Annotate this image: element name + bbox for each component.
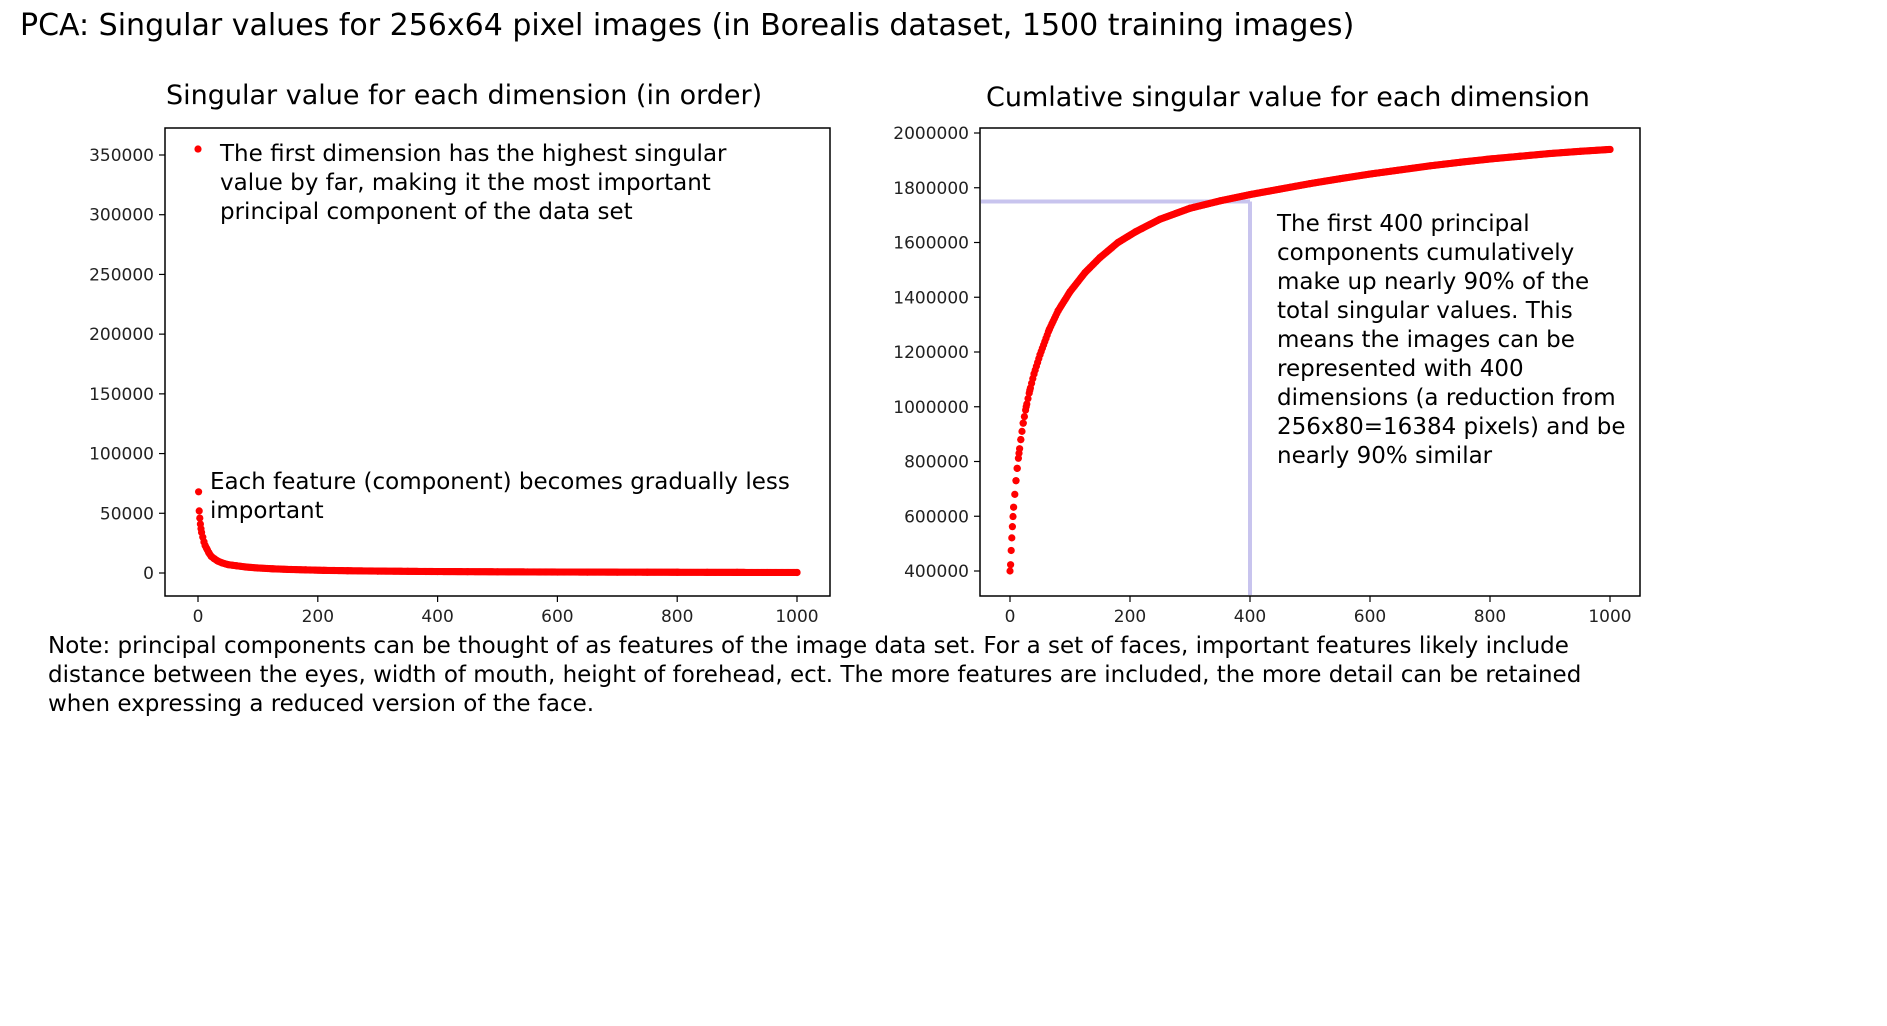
data-point-trail bbox=[1022, 406, 1030, 414]
x-tick-label: 800 bbox=[661, 607, 693, 627]
x-tick-label: 0 bbox=[193, 607, 204, 627]
y-tick-label: 1800000 bbox=[893, 179, 969, 199]
data-point-trail bbox=[1013, 464, 1021, 472]
data-point bbox=[1006, 567, 1014, 575]
data-point-trail bbox=[1014, 454, 1023, 462]
data-point bbox=[195, 507, 203, 515]
y-tick-label: 1000000 bbox=[893, 398, 969, 418]
x-tick-label: 600 bbox=[1354, 607, 1386, 627]
footnote: Note: principal components can be though… bbox=[48, 633, 1582, 717]
chart-2-title: Cumlative singular value for each dimens… bbox=[986, 82, 1590, 113]
data-point bbox=[194, 488, 203, 496]
y-tick-label: 50000 bbox=[100, 504, 154, 524]
data-point bbox=[1011, 490, 1019, 498]
axes-frame bbox=[979, 127, 1641, 597]
page-title: PCA: Singular values for 256x64 pixel im… bbox=[20, 8, 1355, 43]
chart-1-annotation-first-dimension: The first dimension has the highest sing… bbox=[220, 141, 727, 225]
data-point bbox=[1010, 503, 1018, 511]
data-point-trail bbox=[1018, 427, 1026, 435]
chart-2-plot: 0 200 400 600 800 1000 400000 600000 800000 10000… bbox=[893, 124, 1641, 627]
x-tick-label: 1000 bbox=[1588, 607, 1631, 627]
data-point-trail bbox=[1012, 477, 1020, 485]
y-tick-label: 400000 bbox=[904, 562, 969, 582]
data-point bbox=[1007, 546, 1015, 555]
y-tick-label: 600000 bbox=[904, 507, 969, 527]
data-point bbox=[1008, 523, 1017, 531]
data-point-trail bbox=[1023, 400, 1031, 408]
y-tick-label: 0 bbox=[143, 564, 154, 584]
y-tick-label: 1600000 bbox=[893, 234, 969, 254]
y-tick-label: 350000 bbox=[89, 146, 154, 166]
x-tick-label: 400 bbox=[1234, 607, 1266, 627]
chart-1-title: Singular value for each dimension (in or… bbox=[166, 80, 763, 111]
data-point-trail bbox=[793, 568, 801, 577]
data-point bbox=[1008, 534, 1016, 542]
data-point bbox=[196, 514, 204, 522]
data-point-trail bbox=[1016, 445, 1024, 453]
data-point-trail bbox=[1606, 145, 1614, 154]
x-tick-label: 800 bbox=[1474, 607, 1506, 627]
data-point bbox=[194, 145, 202, 153]
y-tick-label: 2000000 bbox=[893, 124, 969, 144]
chart-2-annotation-400-components: The first 400 principal components cumul… bbox=[1277, 211, 1626, 469]
y-tick-label: 300000 bbox=[89, 206, 154, 226]
data-point-trail bbox=[1017, 436, 1025, 444]
data-point-trail bbox=[1024, 394, 1032, 403]
x-tick-label: 200 bbox=[1114, 607, 1146, 627]
y-tick-label: 1400000 bbox=[893, 288, 969, 308]
data-point-trail bbox=[1020, 413, 1028, 421]
y-tick-label: 200000 bbox=[89, 325, 154, 345]
x-tick-label: 1000 bbox=[775, 607, 818, 627]
data-point-trail bbox=[1019, 419, 1027, 427]
chart-1-annotation-decay: Each feature (component) becomes gradual… bbox=[210, 469, 790, 524]
x-tick-label: 200 bbox=[302, 607, 334, 627]
x-tick-label: 0 bbox=[1005, 607, 1016, 627]
chart-1-plot: 0 200 400 600 800 1000 0 50000 100000 150000 20000… bbox=[89, 127, 831, 627]
y-tick-label: 800000 bbox=[904, 453, 969, 473]
data-point bbox=[1009, 512, 1017, 521]
x-tick-label: 400 bbox=[421, 607, 453, 627]
axes-frame bbox=[164, 127, 831, 597]
y-tick-label: 250000 bbox=[89, 265, 154, 285]
x-tick-label: 600 bbox=[541, 607, 573, 627]
y-tick-label: 1200000 bbox=[893, 343, 969, 363]
data-point bbox=[1007, 561, 1015, 569]
y-tick-label: 150000 bbox=[89, 385, 154, 405]
y-tick-label: 100000 bbox=[89, 445, 154, 465]
